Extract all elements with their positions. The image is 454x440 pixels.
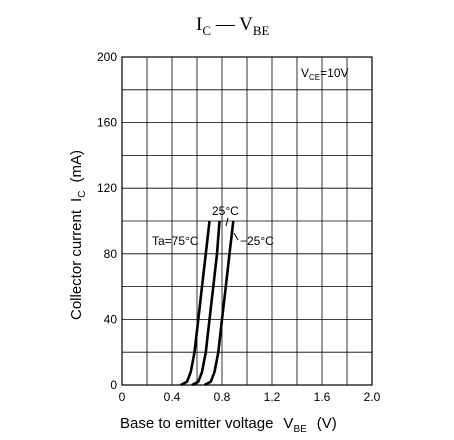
curves xyxy=(180,220,235,387)
curve-label-minus25: −25°C xyxy=(240,234,274,248)
label-leader-minus25 xyxy=(233,232,239,241)
x-tick-label: 0.4 xyxy=(164,390,181,404)
x-axis-label: Base to emitter voltage VBE (V) xyxy=(120,415,337,435)
y-tick-label: 40 xyxy=(104,312,118,326)
plot-frame xyxy=(121,56,373,386)
x-tick-label: 2.0 xyxy=(364,390,381,404)
y-tick-label: 200 xyxy=(97,50,117,64)
series-line-2 xyxy=(203,220,235,387)
x-tick-label: 1.2 xyxy=(264,390,281,404)
y-tick-label: 80 xyxy=(104,247,118,261)
condition-label: VCE=10V xyxy=(301,66,349,82)
x-tick-label: 0.8 xyxy=(214,390,231,404)
grid xyxy=(122,57,372,385)
y-axis-label: Collector currentIC(mA) xyxy=(68,150,88,320)
series-line-0 xyxy=(180,220,211,387)
curve-label-ta75: Ta=75°C xyxy=(152,234,199,248)
label-leader-25 xyxy=(225,217,229,227)
tick-labels: 0 0.4 0.8 1.2 1.6 2.0 0 40 80 120 160 200 xyxy=(97,50,381,404)
series-line-1 xyxy=(191,220,221,387)
x-tick-label: 0 xyxy=(119,390,126,404)
x-tick-label: 1.6 xyxy=(314,390,331,404)
y-tick-label: 120 xyxy=(97,181,117,195)
chart-title: IC — VBE xyxy=(196,14,270,38)
curve-label-25: 25°C xyxy=(212,204,239,218)
y-tick-label: 160 xyxy=(97,116,117,130)
y-tick-label: 0 xyxy=(110,378,117,392)
